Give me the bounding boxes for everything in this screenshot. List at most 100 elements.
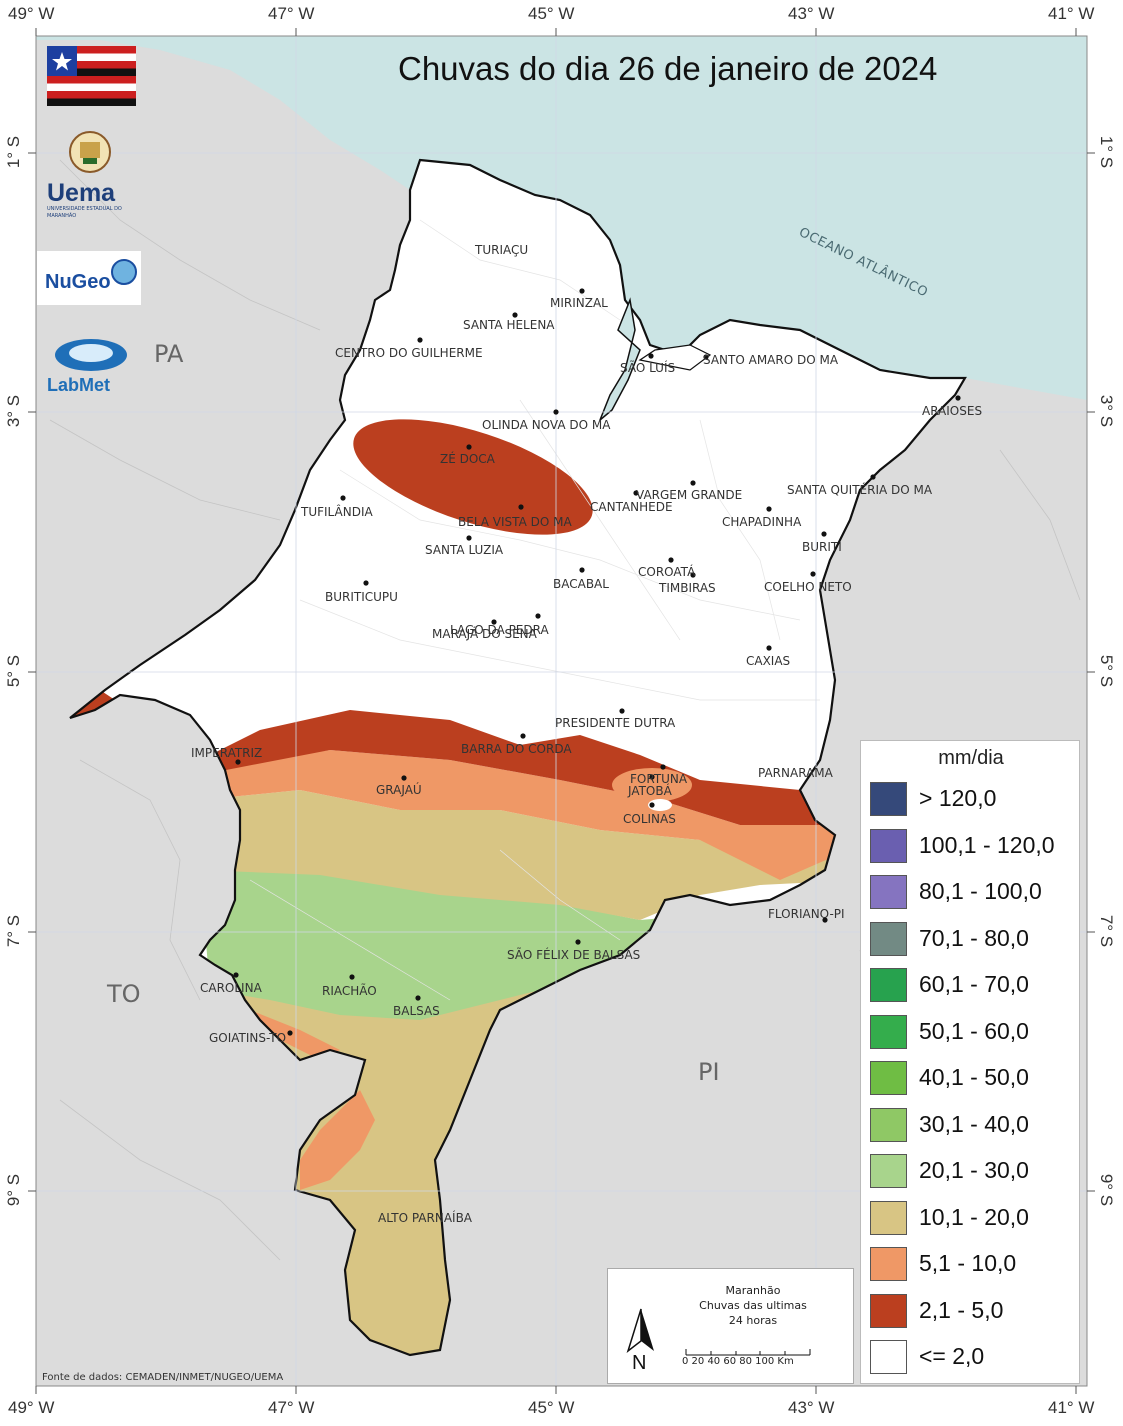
labmet-wordmark: LabMet — [47, 375, 110, 395]
city-label: SANTA LUZIA — [425, 543, 504, 557]
city-label: FLORIANO-PI — [768, 907, 845, 921]
city-dot — [579, 288, 585, 294]
legend-swatch — [870, 1061, 907, 1095]
city-label: TUFILÂNDIA — [301, 505, 373, 519]
legend-swatch — [870, 1247, 907, 1281]
city-dot — [401, 775, 407, 781]
zone-2-5-west — [70, 690, 115, 718]
city-label: BURITI — [802, 540, 842, 554]
city-dot — [660, 764, 666, 770]
city-dot — [955, 395, 961, 401]
legend-label: 20,1 - 30,0 — [919, 1157, 1029, 1183]
city-dot — [466, 444, 472, 450]
city-dot — [649, 774, 655, 780]
lat-label-7-right: 7° S — [1097, 914, 1117, 948]
lon-label-41-top: 41° W — [1048, 4, 1095, 23]
legend-label: <= 2,0 — [919, 1343, 985, 1369]
lon-label-49-bottom: 49° W — [8, 1398, 55, 1417]
city-dot — [287, 1030, 293, 1036]
city-label: TURIAÇU — [475, 243, 529, 257]
inset-line-2: Chuvas das ultimas — [699, 1299, 807, 1312]
city-label: VARGEM GRANDE — [636, 488, 743, 502]
legend-label: > 120,0 — [919, 785, 997, 811]
city-dot — [822, 917, 828, 923]
region-label-to: TO — [107, 980, 141, 1008]
city-label: RIACHÃO — [322, 984, 377, 998]
ocean-area — [36, 36, 1087, 400]
uema-subtitle: UNIVERSIDADE ESTADUAL DO MARANHÃO — [47, 206, 122, 219]
uema-wordmark: Uema — [47, 179, 116, 207]
city-dot — [340, 495, 346, 501]
city-label: BELA VISTA DO MA — [458, 515, 572, 529]
map-border — [35, 35, 1088, 1387]
city-label: CANTANHEDE — [590, 500, 673, 514]
city-label: SANTA HELENA — [463, 318, 555, 332]
legend: mm/dia > 120,0 100,1 - 120,0 80,1 - 100,0 7… — [860, 740, 1080, 1384]
scale-bar — [685, 1349, 811, 1356]
zone-5-10-fortuna — [612, 768, 692, 802]
lon-label-41-bottom: 41° W — [1048, 1398, 1095, 1417]
maranhao-flag-icon — [47, 46, 136, 106]
map-title: Chuvas do dia 26 de janeiro de 2024 — [398, 50, 938, 87]
legend-label: 80,1 - 100,0 — [919, 878, 1042, 904]
map-inset: Maranhão Chuvas das ultimas 24 horas N 0… — [607, 1268, 854, 1384]
city-label: PARNARAMA — [758, 766, 833, 780]
zone-5-10-goiatins — [250, 1010, 340, 1060]
legend-swatch — [870, 875, 907, 909]
city-dot — [648, 353, 654, 359]
lat-label-5-right: 5° S — [1097, 654, 1117, 688]
tick-marks — [28, 28, 1095, 1394]
city-dot — [690, 480, 696, 486]
lat-label-9-left: 9° S — [4, 1173, 24, 1207]
nugeo-logo: NuGeo — [37, 251, 141, 305]
lon-label-45-bottom: 45° W — [528, 1398, 575, 1417]
lat-label-1-left: 1° S — [4, 135, 24, 169]
legend-label: 60,1 - 70,0 — [919, 971, 1029, 997]
data-source: Fonte de dados: CEMADEN/INMET/NUGEO/UEMA — [42, 1372, 284, 1383]
lat-label-3-right: 3° S — [1097, 394, 1117, 428]
legend-swatch — [870, 1293, 907, 1328]
city-dot — [575, 939, 581, 945]
city-dot — [766, 506, 772, 512]
city-label: BACABAL — [553, 577, 609, 591]
city-label: CAROLINA — [200, 981, 262, 995]
inset-text: Maranhão Chuvas das ultimas 24 horas — [663, 1283, 843, 1328]
city-label: COLINAS — [623, 812, 676, 826]
city-label: PRESIDENTE DUTRA — [555, 716, 676, 730]
inset-line-1: Maranhão — [725, 1284, 781, 1297]
city-label: CAXIAS — [746, 654, 791, 668]
city-label: GRAJAÚ — [376, 783, 422, 797]
city-dot — [535, 613, 541, 619]
lat-label-1-right: 1° S — [1097, 135, 1117, 169]
city-label: FORTUNA — [630, 772, 688, 786]
city-label: CHAPADINHA — [722, 515, 802, 529]
city-dot — [633, 490, 639, 496]
city-dot — [649, 802, 655, 808]
city-dot — [235, 759, 241, 765]
state-municipal-lines — [249, 219, 820, 1001]
legend-label: 5,1 - 10,0 — [919, 1250, 1017, 1276]
city-label: JATOBÁ — [628, 784, 672, 798]
city-label: OLINDA NOVA DO MA — [482, 418, 611, 432]
city-dot — [619, 708, 625, 714]
city-label: SANTO AMARO DO MA — [703, 353, 839, 367]
city-label: ZÉ DOCA — [440, 452, 495, 466]
sao-marcos-bay — [599, 297, 641, 421]
city-dot — [512, 312, 518, 318]
city-label: BARRA DO CORDA — [461, 742, 572, 756]
lat-label-5-left: 5° S — [4, 654, 24, 688]
city-label: COROATÁ — [638, 565, 696, 579]
lon-label-43-bottom: 43° W — [788, 1398, 835, 1417]
lat-label-7-left: 7° S — [4, 914, 24, 948]
legend-label: 30,1 - 40,0 — [919, 1110, 1029, 1137]
city-dot — [766, 645, 772, 651]
legend-label: 100,1 - 120,0 — [919, 831, 1055, 858]
city-dot — [870, 474, 876, 480]
legend-swatch — [870, 782, 907, 816]
uema-logo: Uema UNIVERSIDADE ESTADUAL DO MARANHÃO — [47, 128, 133, 226]
city-label: BALSAS — [393, 1004, 440, 1018]
city-label: SÃO FÉLIX DE BALSAS — [507, 948, 641, 962]
labmet-cloud-icon — [55, 339, 127, 371]
city-label: ARAIOSES — [922, 404, 983, 418]
sao-luis-island — [638, 344, 712, 371]
